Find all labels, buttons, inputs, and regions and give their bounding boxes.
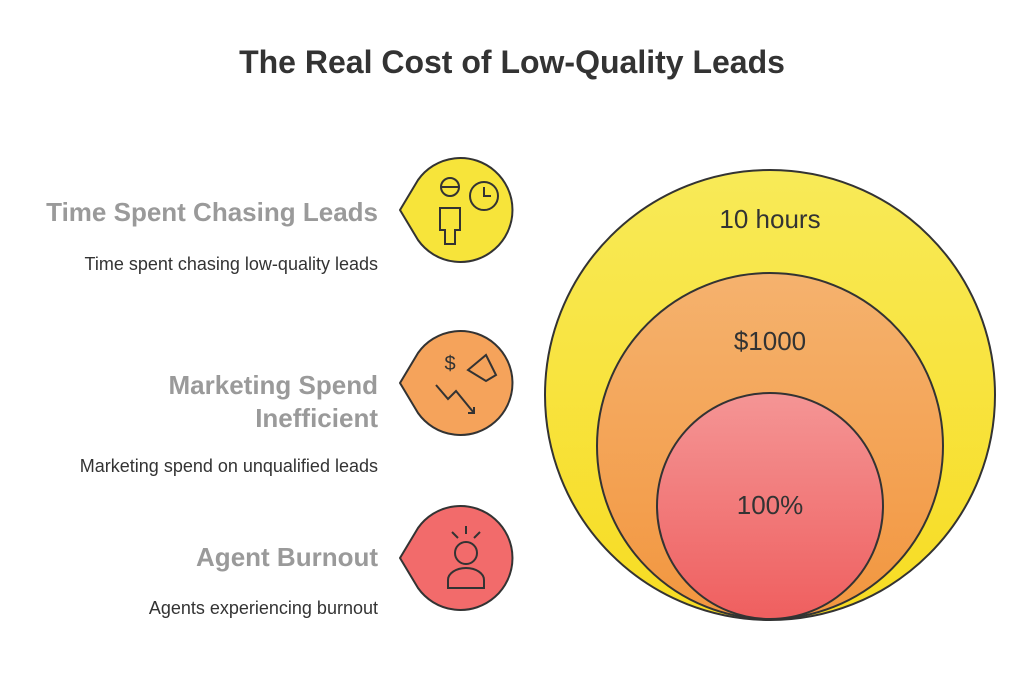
circle-value: 100% bbox=[737, 490, 804, 520]
circle-value: $1000 bbox=[734, 326, 806, 356]
item-heading: Agent Burnout bbox=[196, 542, 378, 572]
circle-value: 10 hours bbox=[719, 204, 820, 234]
item-heading: Marketing Spend Inefficient bbox=[168, 370, 378, 433]
burnout-icon bbox=[399, 505, 514, 611]
item-description: Time spent chasing low-quality leads bbox=[84, 254, 378, 274]
item-description: Marketing spend on unqualified leads bbox=[79, 456, 378, 476]
inner-circle bbox=[656, 392, 884, 620]
title: The Real Cost of Low-Quality Leads bbox=[239, 44, 785, 80]
money-icon: $ bbox=[399, 330, 514, 436]
item-heading: Time Spent Chasing Leads bbox=[46, 197, 378, 227]
item-description: Agents experiencing burnout bbox=[148, 598, 378, 618]
time-icon bbox=[399, 157, 514, 263]
svg-text:$: $ bbox=[444, 353, 455, 375]
